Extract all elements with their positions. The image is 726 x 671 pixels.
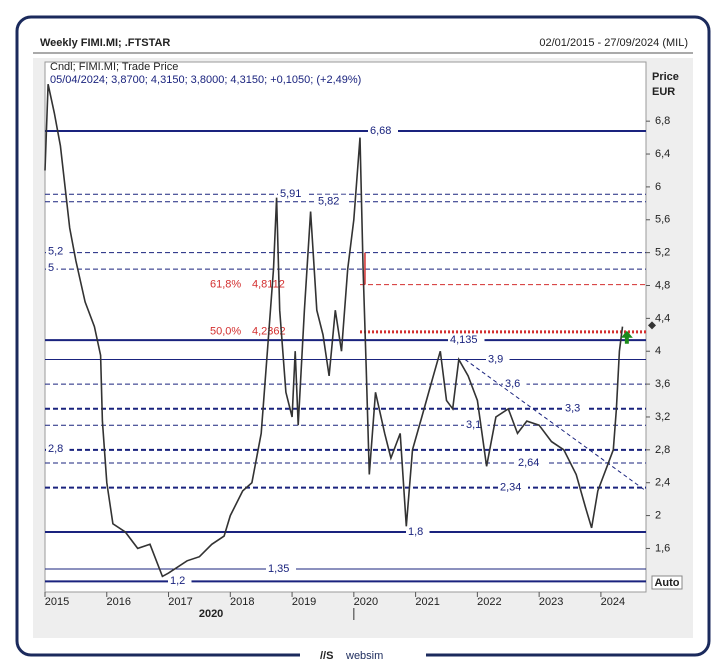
x-tick-label: 2021 — [415, 596, 439, 608]
level-label-bg — [406, 525, 430, 538]
y-tick-label: 6,8 — [655, 115, 670, 127]
y-tick-label: 1,6 — [655, 542, 670, 554]
level-label-bg — [448, 333, 485, 346]
level-label: 1,8 — [408, 526, 423, 538]
y-tick-label: 6,4 — [655, 148, 670, 160]
y-tick-label: 3,2 — [655, 411, 670, 423]
level-label-bg — [266, 561, 296, 574]
y-axis-unit: EUR — [652, 86, 675, 98]
level-label: 3,6 — [505, 378, 520, 390]
y-tick-label: 2,4 — [655, 477, 670, 489]
fib-label: 4,8112 — [252, 278, 285, 290]
level-label-bg — [46, 262, 57, 275]
info-line: 05/04/2024; 3,8700; 4,3150; 3,8000; 4,31… — [50, 74, 361, 86]
y-tick-label: 4 — [655, 345, 661, 357]
logo-bg — [300, 642, 426, 668]
x-tick-label: 2017 — [168, 596, 192, 608]
level-label: 3,3 — [565, 403, 580, 415]
level-label: 6,68 — [370, 125, 391, 137]
x-tick-label: 2018 — [230, 596, 254, 608]
decade-label: 2020 — [199, 608, 223, 620]
level-label: 4,135 — [450, 334, 478, 346]
level-label: 3,9 — [488, 353, 503, 365]
signal-arrow — [620, 330, 633, 344]
level-label-bg — [168, 574, 192, 587]
level-label-bg — [316, 194, 346, 207]
x-tick-label: 2024 — [601, 596, 625, 608]
x-tick-label: 2019 — [292, 596, 316, 608]
x-tick-label: 2015 — [45, 596, 69, 608]
level-label-bg — [278, 187, 308, 200]
y-tick-label: 2,8 — [655, 444, 670, 456]
level-label: 5,91 — [280, 188, 301, 200]
brand: websim — [345, 650, 383, 662]
y-tick-label: 4,4 — [655, 312, 670, 324]
x-tick-label: 2023 — [539, 596, 563, 608]
level-label: 3,1 — [466, 419, 481, 431]
y-tick-label: 5,6 — [655, 214, 670, 226]
plot-area — [44, 61, 647, 593]
y-tick-label: 2 — [655, 509, 661, 521]
level-label-bg — [498, 480, 528, 493]
fib-pct: 61,8% — [210, 278, 241, 290]
chart-title: Weekly FIMI.MI; .FTSTAR — [40, 37, 170, 49]
y-tick-label: 4,8 — [655, 279, 670, 291]
level-label-bg — [516, 455, 546, 468]
level-label-bg — [46, 442, 70, 455]
level-label: 5,82 — [318, 196, 339, 208]
y-tick-label: 3,6 — [655, 378, 670, 390]
level-label: 2,8 — [48, 443, 63, 455]
x-tick-label: 2022 — [477, 596, 501, 608]
auto-box[interactable] — [651, 575, 683, 590]
logo-mark: //S — [320, 650, 333, 662]
y-axis-title: Price — [652, 71, 679, 83]
price-line — [44, 84, 624, 578]
level-label-bg — [46, 245, 70, 258]
level-label: 5 — [48, 262, 54, 274]
last-price-marker — [648, 321, 656, 330]
level-label: 1,35 — [268, 563, 289, 575]
level-label: 1,2 — [170, 575, 185, 587]
date-range: 02/01/2015 - 27/09/2024 (MIL) — [539, 37, 688, 49]
x-tick-label: 2016 — [107, 596, 131, 608]
y-tick-label: 6 — [655, 181, 661, 193]
auto-label[interactable]: Auto — [654, 577, 679, 589]
x-tick-label: 2020 — [354, 596, 378, 608]
y-tick-label: 5,2 — [655, 247, 670, 259]
level-label: 2,34 — [500, 482, 521, 494]
level-label-bg — [503, 377, 527, 390]
level-label-bg — [563, 401, 587, 414]
level-label-bg — [486, 352, 510, 365]
level-label: 5,2 — [48, 246, 63, 258]
legend-entry: Cndl; FIMI.MI; Trade Price — [50, 61, 178, 73]
level-label: 2,64 — [518, 457, 539, 469]
fib-pct: 50,0% — [210, 326, 241, 338]
level-label-bg — [368, 124, 398, 137]
trendline — [464, 359, 647, 492]
